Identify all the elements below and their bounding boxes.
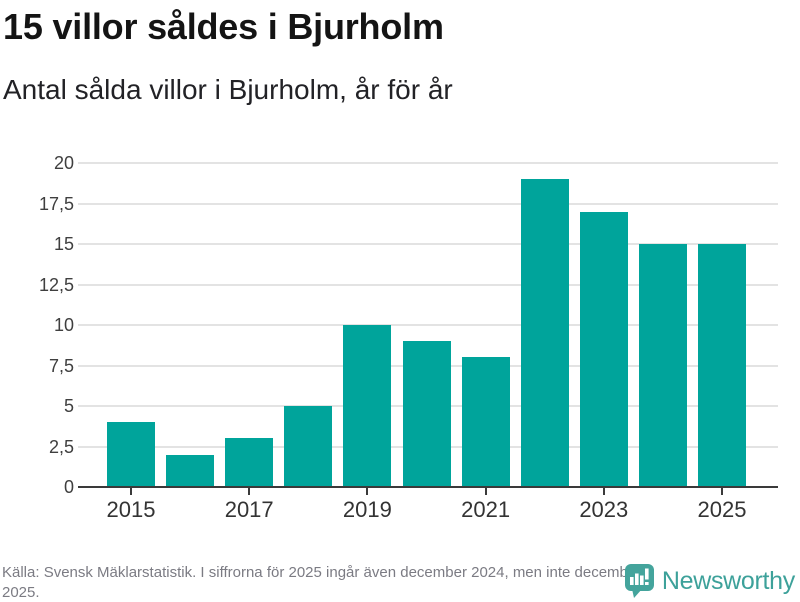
bar-2015 (107, 422, 155, 487)
newsworthy-brand-name: Newsworthy (661, 566, 795, 595)
y-tick-label: 7,5 (48, 355, 74, 376)
y-tick-label: 12,5 (38, 274, 74, 295)
bar-2021 (461, 357, 510, 487)
gridline (78, 162, 778, 164)
bar-2022 (520, 179, 569, 487)
gridline (78, 243, 778, 245)
gridline (78, 202, 778, 205)
page-title: 15 villor såldes i Bjurholm (3, 6, 444, 47)
gridline (78, 283, 778, 286)
gridline (78, 324, 778, 326)
x-tick-label: 2023 (579, 497, 629, 522)
x-axis-line (78, 485, 778, 488)
newsworthy-brand-link[interactable]: Newsworthy (624, 563, 795, 599)
x-tick-label: 2025 (697, 497, 747, 522)
bar-2023 (579, 211, 628, 487)
y-tick-label: 10 (53, 315, 74, 335)
y-tick-label: 2,5 (48, 436, 74, 457)
x-tick (366, 488, 369, 495)
x-tick (130, 488, 132, 495)
newsworthy-logo-icon (624, 564, 654, 598)
x-tick (602, 488, 605, 495)
x-tick-label: 2017 (224, 497, 274, 522)
x-tick-label: 2021 (461, 497, 511, 522)
bar-2025 (698, 244, 746, 487)
x-tick (248, 488, 251, 495)
x-tick (721, 488, 723, 495)
bar-2018 (284, 406, 333, 487)
bar-2019 (343, 325, 392, 487)
source-note: Källa: Svensk Mäklarstatistik. I siffror… (2, 564, 642, 601)
y-tick-label: 20 (53, 153, 74, 173)
bar-2024 (638, 244, 687, 487)
chart-subtitle: Antal sålda villor i Bjurholm, år för år (3, 74, 453, 105)
x-tick-label: 2019 (342, 497, 392, 522)
y-tick-label: 17,5 (38, 193, 74, 214)
bar-2020 (402, 341, 451, 487)
bar-2016 (166, 454, 215, 487)
y-tick-label: 0 (63, 477, 74, 497)
plot-area (78, 162, 778, 487)
y-tick-label: 15 (53, 234, 74, 254)
bar-2017 (225, 438, 274, 487)
y-tick-label: 5 (63, 396, 74, 416)
x-tick-label: 2015 (106, 497, 156, 522)
x-tick (484, 488, 487, 495)
